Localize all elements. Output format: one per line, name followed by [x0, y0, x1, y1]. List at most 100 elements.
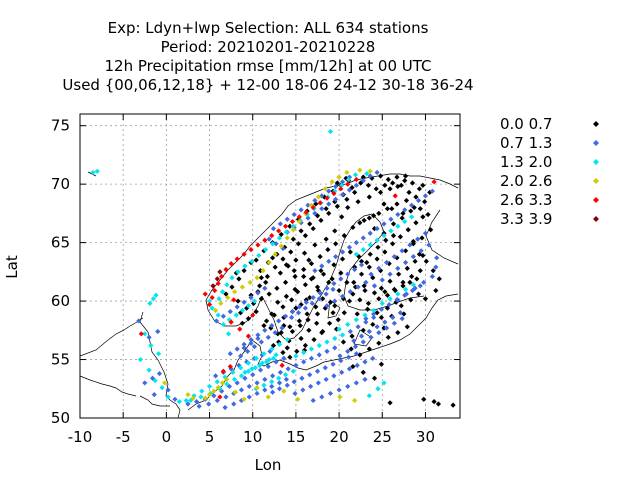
- title-line-4: Used {00,06,12,18} + 12-00 18-06 24-12 3…: [62, 76, 473, 94]
- data-point: [272, 330, 278, 336]
- data-point: [215, 312, 221, 318]
- legend-label: 0.0 0.7: [500, 115, 552, 133]
- data-point: [293, 305, 299, 311]
- data-point: [395, 265, 401, 271]
- data-point: [285, 366, 291, 372]
- data-point: [288, 314, 295, 321]
- data-point: [136, 318, 142, 324]
- data-point: [414, 276, 420, 282]
- data-point: [302, 282, 309, 288]
- series-2: [136, 169, 440, 411]
- data-point: [322, 365, 328, 371]
- data-point: [307, 383, 314, 390]
- data-point: [269, 346, 275, 352]
- data-point: [330, 361, 336, 367]
- data-point: [251, 344, 258, 350]
- data-point: [339, 214, 345, 220]
- data-point: [319, 206, 325, 212]
- data-point: [220, 368, 226, 374]
- data-point: [288, 297, 295, 303]
- legend-label: 3.3 3.9: [500, 210, 552, 228]
- data-point: [312, 210, 318, 216]
- data-point: [327, 299, 334, 305]
- data-point: [345, 321, 351, 328]
- data-point: [291, 379, 297, 385]
- data-point: [214, 379, 220, 385]
- title-line-1: Exp: Ldyn+lwp Selection: ALL 634 station…: [108, 19, 429, 37]
- data-point: [290, 368, 296, 374]
- data-point: [266, 236, 272, 242]
- data-point: [150, 296, 157, 302]
- data-point: [341, 233, 347, 239]
- data-point: [308, 276, 315, 282]
- data-point: [284, 337, 290, 343]
- data-point: [332, 188, 338, 194]
- data-point: [344, 196, 350, 202]
- data-point: [346, 174, 353, 180]
- data-point: [254, 380, 260, 386]
- data-point: [382, 182, 388, 188]
- data-point: [94, 168, 100, 174]
- data-point: [211, 393, 217, 399]
- data-point: [241, 251, 247, 257]
- data-point: [387, 271, 393, 277]
- data-point: [262, 237, 268, 243]
- data-point: [312, 268, 318, 274]
- data-point: [301, 359, 307, 365]
- data-point: [272, 251, 278, 257]
- data-point: [225, 294, 231, 301]
- data-point: [357, 167, 363, 173]
- data-point: [193, 399, 200, 405]
- data-point: [301, 347, 308, 353]
- legend-label: 0.7 1.3: [500, 134, 552, 152]
- data-point: [366, 194, 372, 200]
- data-point: [263, 279, 269, 285]
- data-point: [265, 363, 271, 370]
- data-point: [346, 366, 353, 372]
- x-tick-label: -10: [68, 428, 93, 446]
- data-point: [326, 258, 332, 264]
- data-point: [395, 223, 401, 229]
- data-point: [360, 178, 366, 184]
- data-point: [229, 284, 235, 290]
- data-point: [248, 337, 254, 343]
- data-point: [358, 258, 365, 264]
- x-tick-label: 15: [286, 428, 305, 446]
- data-point: [137, 356, 144, 363]
- data-point: [295, 241, 302, 247]
- data-point: [241, 396, 247, 402]
- data-point: [363, 316, 369, 322]
- data-point: [383, 259, 390, 266]
- data-point: [389, 206, 395, 212]
- data-point: [284, 216, 290, 222]
- data-point: [381, 380, 387, 386]
- data-point: [348, 346, 354, 352]
- data-point: [333, 241, 339, 247]
- data-point: [428, 227, 434, 233]
- data-point: [381, 221, 387, 227]
- data-point: [292, 286, 298, 292]
- data-point: [392, 193, 398, 199]
- data-point: [142, 331, 148, 337]
- data-point: [398, 303, 404, 309]
- data-point: [368, 271, 374, 277]
- data-point: [425, 211, 431, 218]
- data-point: [231, 297, 237, 303]
- data-point: [332, 228, 338, 234]
- data-point: [400, 283, 406, 289]
- data-point: [301, 250, 308, 256]
- data-point: [409, 180, 416, 186]
- data-point: [423, 258, 429, 264]
- data-point: [402, 218, 408, 225]
- data-point: [403, 197, 410, 204]
- data-point: [312, 242, 318, 248]
- data-point: [395, 211, 401, 218]
- data-point: [307, 294, 313, 301]
- data-point: [269, 389, 276, 395]
- data-point: [345, 348, 351, 354]
- data-point: [396, 271, 402, 277]
- data-point: [370, 275, 376, 281]
- data-point: [224, 381, 230, 387]
- data-point: [318, 217, 324, 223]
